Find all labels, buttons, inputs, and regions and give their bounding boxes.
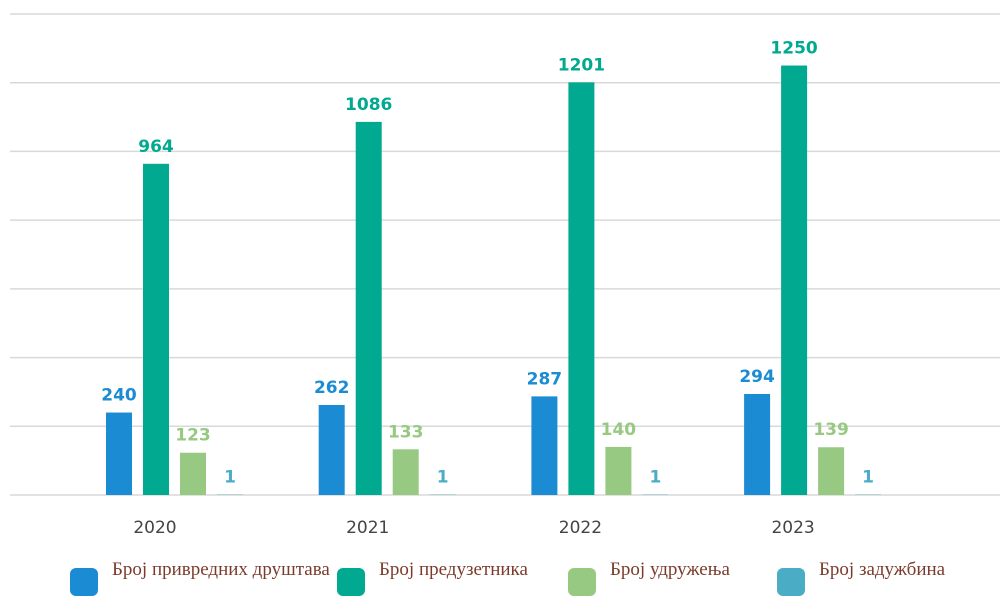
legend-item: Број привредних друштава: [70, 560, 342, 596]
value-label: 123: [175, 426, 211, 446]
legend-label: Број привредних друштава: [112, 559, 330, 580]
x-tick-label: 2022: [559, 518, 602, 538]
legend-swatch: [70, 568, 98, 596]
bar: [106, 412, 132, 495]
value-label: 1201: [558, 55, 605, 75]
value-label: 1: [224, 468, 236, 488]
bar: [818, 447, 845, 495]
bar: [605, 446, 632, 495]
bar: [143, 163, 169, 495]
x-tick-label: 2021: [346, 518, 389, 538]
bar: [355, 121, 382, 495]
legend-item: Број задужбина: [777, 560, 969, 596]
legend-swatch: [337, 568, 365, 596]
legend-label: Број удружења: [610, 559, 730, 580]
legend-item: Број предузетника: [337, 560, 559, 596]
bar: [744, 393, 771, 495]
value-label: 140: [601, 420, 637, 440]
value-label: 1: [437, 468, 449, 488]
bar: [180, 452, 206, 495]
value-label: 1086: [345, 95, 392, 115]
value-label: 1250: [770, 39, 817, 59]
bar: [318, 404, 345, 495]
value-label: 287: [527, 369, 563, 389]
bar: [531, 396, 558, 495]
value-label: 262: [314, 378, 350, 398]
legend-label: Број предузетника: [379, 559, 528, 580]
legend-swatch: [568, 568, 596, 596]
value-label: 1: [649, 468, 661, 488]
bar: [568, 82, 595, 495]
chart: 2020 240 964 123 1 2021 262 1086 133 1 2022 287 1201…: [10, 13, 1000, 538]
value-label: 1: [862, 468, 874, 488]
value-label: 240: [101, 386, 137, 406]
bar: [781, 65, 808, 496]
legend-item: Број удружења: [568, 560, 760, 596]
value-label: 133: [388, 422, 424, 442]
bar: [392, 449, 419, 495]
value-label: 139: [813, 420, 849, 440]
legend-label: Број задужбина: [819, 559, 946, 580]
value-label: 294: [739, 367, 775, 387]
legend: Број привредних друштава Број предузетник…: [0, 560, 1000, 613]
x-tick-label: 2020: [133, 518, 176, 538]
x-tick-label: 2023: [771, 518, 814, 538]
legend-swatch: [777, 568, 805, 596]
value-label: 964: [138, 137, 174, 157]
